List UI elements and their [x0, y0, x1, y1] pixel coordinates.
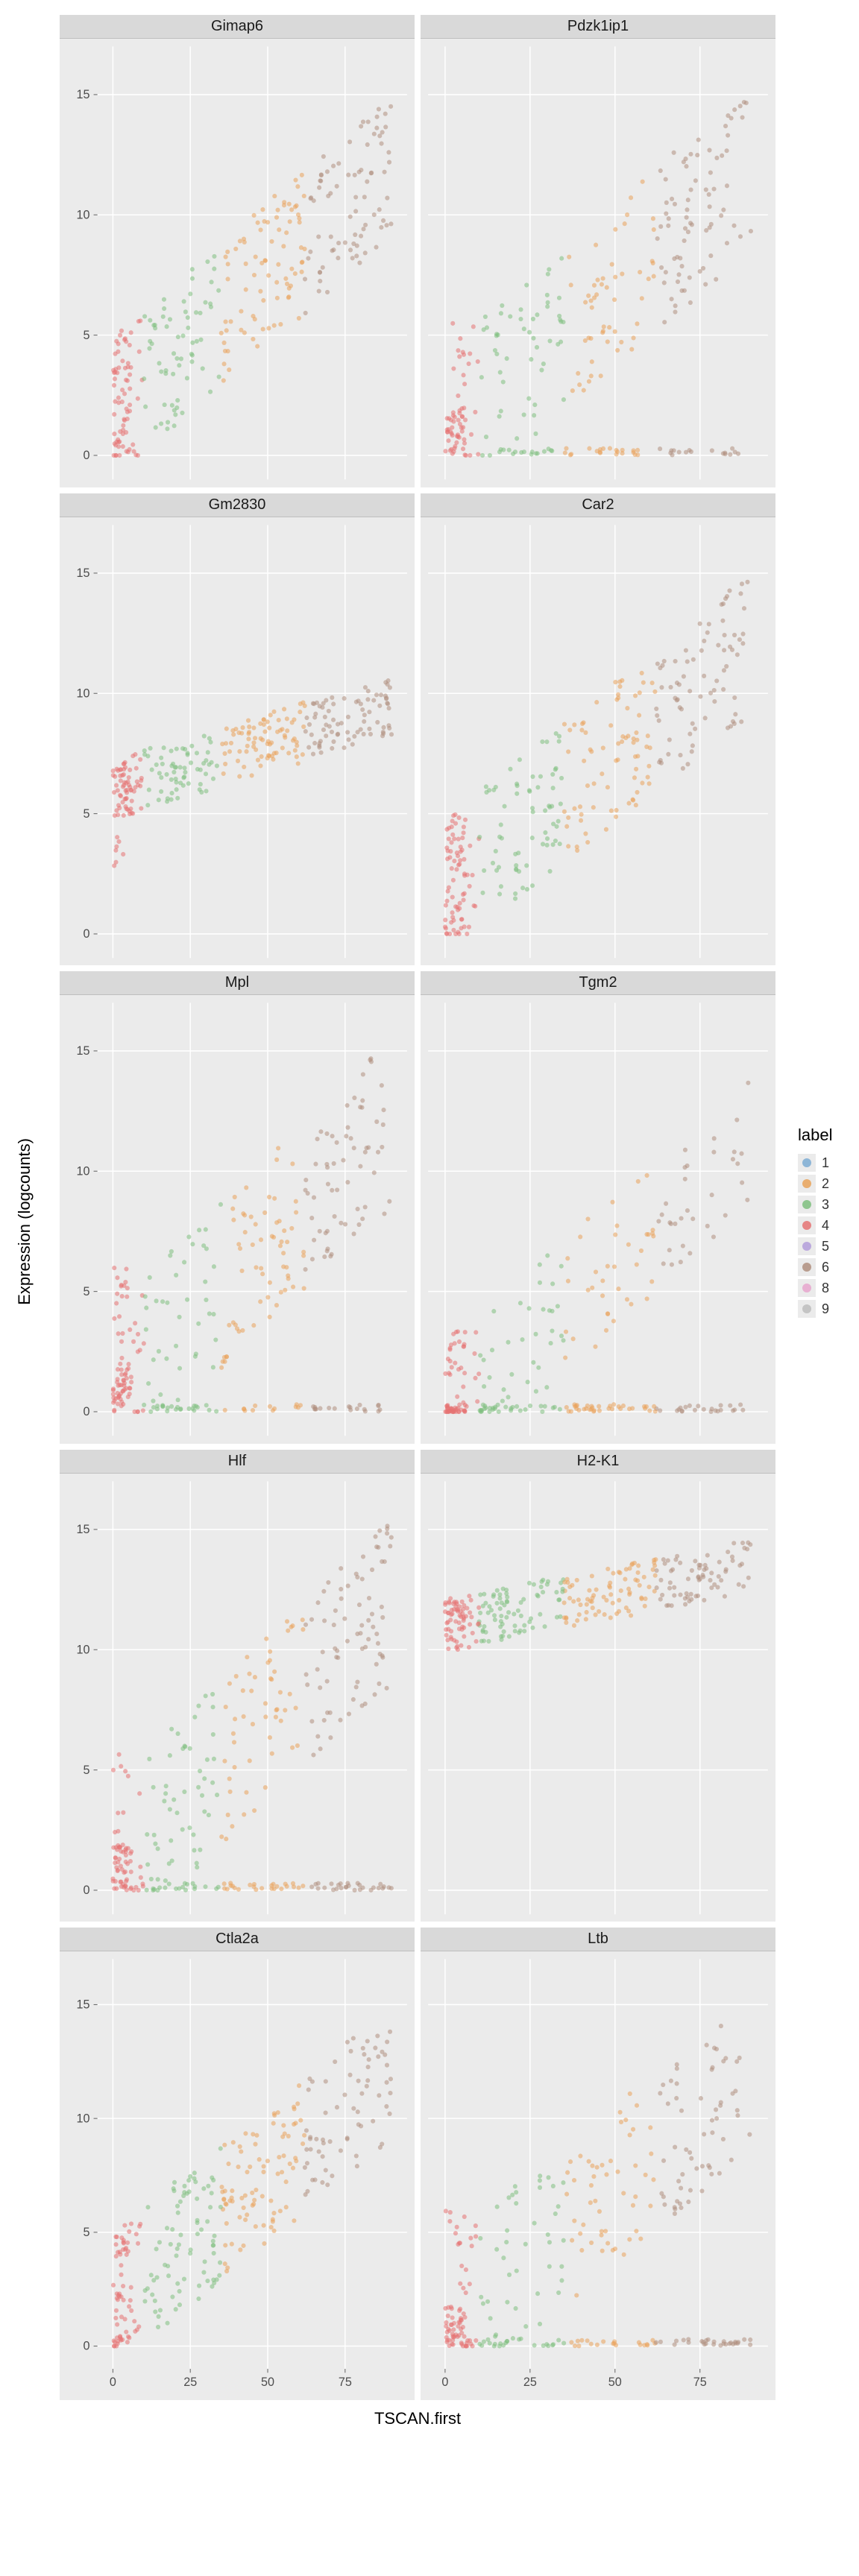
legend-dot-icon: [802, 1179, 811, 1188]
panel-title: Tgm2: [421, 971, 775, 995]
svg-text:0: 0: [441, 2375, 448, 2389]
svg-text:10: 10: [76, 2112, 89, 2126]
svg-text:0: 0: [83, 1884, 89, 1897]
svg-text:50: 50: [608, 2375, 622, 2389]
legend-item-4: 4: [798, 1216, 832, 1234]
svg-text:0: 0: [83, 2340, 89, 2353]
legend: label 1 2 3 4 5 6 8 9: [798, 1126, 832, 1318]
legend-swatch: [798, 1175, 816, 1193]
panel-title: Mpl: [60, 971, 415, 995]
svg-text:15: 15: [76, 1044, 89, 1058]
x-axis-label: TSCAN.first: [374, 2409, 461, 2428]
panel-title: Gm2830: [60, 493, 415, 517]
scatter-plot: 0 25 50 75: [421, 1951, 775, 2400]
legend-swatch: [798, 1258, 816, 1276]
svg-text:15: 15: [76, 88, 89, 101]
plot-area: Gimap6051015Pdzk1ip1Gm2830051015Car2Mpl0…: [60, 15, 775, 2428]
panel-Car2: Car2: [421, 493, 775, 966]
scatter-plot: [421, 1474, 775, 1922]
legend-dot-icon: [802, 1158, 811, 1167]
legend-label: 2: [822, 1176, 829, 1192]
scatter-plot: 0 5 10 15: [60, 1474, 415, 1922]
legend-label: 4: [822, 1218, 829, 1234]
scatter-plot: [421, 39, 775, 487]
scatter-plot: 0 5 10 15: [60, 517, 415, 966]
legend-item-6: 6: [798, 1258, 832, 1276]
svg-text:15: 15: [76, 1998, 89, 2012]
panel-Hlf: Hlf 0 5 10 15: [60, 1450, 415, 1922]
svg-text:25: 25: [523, 2375, 537, 2389]
legend-item-9: 9: [798, 1300, 832, 1318]
svg-text:5: 5: [83, 2226, 89, 2239]
svg-text:50: 50: [261, 2375, 274, 2389]
svg-text:5: 5: [83, 1285, 89, 1298]
legend-item-3: 3: [798, 1196, 832, 1213]
legend-item-5: 5: [798, 1237, 832, 1255]
panel-title: Ctla2a: [60, 1928, 415, 1951]
panel-title: Ltb: [421, 1928, 775, 1951]
legend-swatch: [798, 1237, 816, 1255]
facet-grid: Gimap6051015Pdzk1ip1Gm2830051015Car2Mpl0…: [60, 15, 775, 2400]
panel-title: H2-K1: [421, 1450, 775, 1474]
legend-dot-icon: [802, 1263, 811, 1272]
legend-item-8: 8: [798, 1279, 832, 1297]
figure: Expression (logcounts) Gimap6051015Pdzk1…: [15, 15, 859, 2428]
svg-text:10: 10: [76, 208, 89, 221]
panel-title: Gimap6: [60, 15, 415, 39]
ylabel-wrap: Expression (logcounts): [15, 1138, 60, 1305]
legend-label: 1: [822, 1155, 829, 1171]
scatter-plot: [421, 995, 775, 1444]
scatter-plot: 0 5 10 15: [60, 995, 415, 1444]
legend-dot-icon: [802, 1304, 811, 1313]
legend-label: 9: [822, 1301, 829, 1317]
legend-swatch: [798, 1154, 816, 1172]
svg-text:0: 0: [83, 449, 89, 462]
y-axis-label: Expression (logcounts): [15, 1138, 34, 1305]
legend-item-2: 2: [798, 1175, 832, 1193]
legend-label: 6: [822, 1260, 829, 1275]
svg-text:15: 15: [76, 1523, 89, 1536]
panel-Gm2830: Gm2830 0 5 10 15: [60, 493, 415, 966]
panel-title: Hlf: [60, 1450, 415, 1474]
panel-Tgm2: Tgm2: [421, 971, 775, 1444]
svg-text:5: 5: [83, 1763, 89, 1776]
svg-text:10: 10: [76, 1164, 89, 1178]
svg-text:5: 5: [83, 329, 89, 342]
svg-text:5: 5: [83, 806, 89, 820]
svg-text:0: 0: [83, 927, 89, 941]
panel-title: Car2: [421, 493, 775, 517]
legend-swatch: [798, 1196, 816, 1213]
scatter-plot: [421, 517, 775, 966]
panel-Pdzk1ip1: Pdzk1ip1: [421, 15, 775, 487]
legend-dot-icon: [802, 1221, 811, 1230]
legend-dot-icon: [802, 1242, 811, 1251]
svg-text:75: 75: [693, 2375, 707, 2389]
legend-swatch: [798, 1216, 816, 1234]
legend-label: 3: [822, 1197, 829, 1213]
legend-label: 8: [822, 1281, 829, 1296]
legend-swatch: [798, 1279, 816, 1297]
svg-text:0: 0: [83, 1405, 89, 1418]
panel-Mpl: Mpl 0 5 10 15: [60, 971, 415, 1444]
panel-Ltb: Ltb 0 25 50 75: [421, 1928, 775, 2400]
panel-H2-K1: H2-K1: [421, 1450, 775, 1922]
legend-swatch: [798, 1300, 816, 1318]
legend-title: label: [798, 1126, 832, 1145]
svg-text:75: 75: [339, 2375, 352, 2389]
svg-text:10: 10: [76, 686, 89, 700]
panel-Ctla2a: Ctla2a 0 25 50 75 0 5 10 15: [60, 1928, 415, 2400]
panel-Gimap6: Gimap6 0 5 10 15: [60, 15, 415, 487]
legend-dot-icon: [802, 1284, 811, 1292]
svg-text:25: 25: [183, 2375, 197, 2389]
legend-label: 5: [822, 1239, 829, 1254]
legend-dot-icon: [802, 1200, 811, 1209]
svg-text:15: 15: [76, 566, 89, 580]
legend-item-1: 1: [798, 1154, 832, 1172]
svg-text:10: 10: [76, 1643, 89, 1656]
svg-text:0: 0: [110, 2375, 116, 2389]
scatter-plot: 0 5 10 15: [60, 39, 415, 487]
scatter-plot: 0 25 50 75 0 5 10 15: [60, 1951, 415, 2400]
panel-title: Pdzk1ip1: [421, 15, 775, 39]
